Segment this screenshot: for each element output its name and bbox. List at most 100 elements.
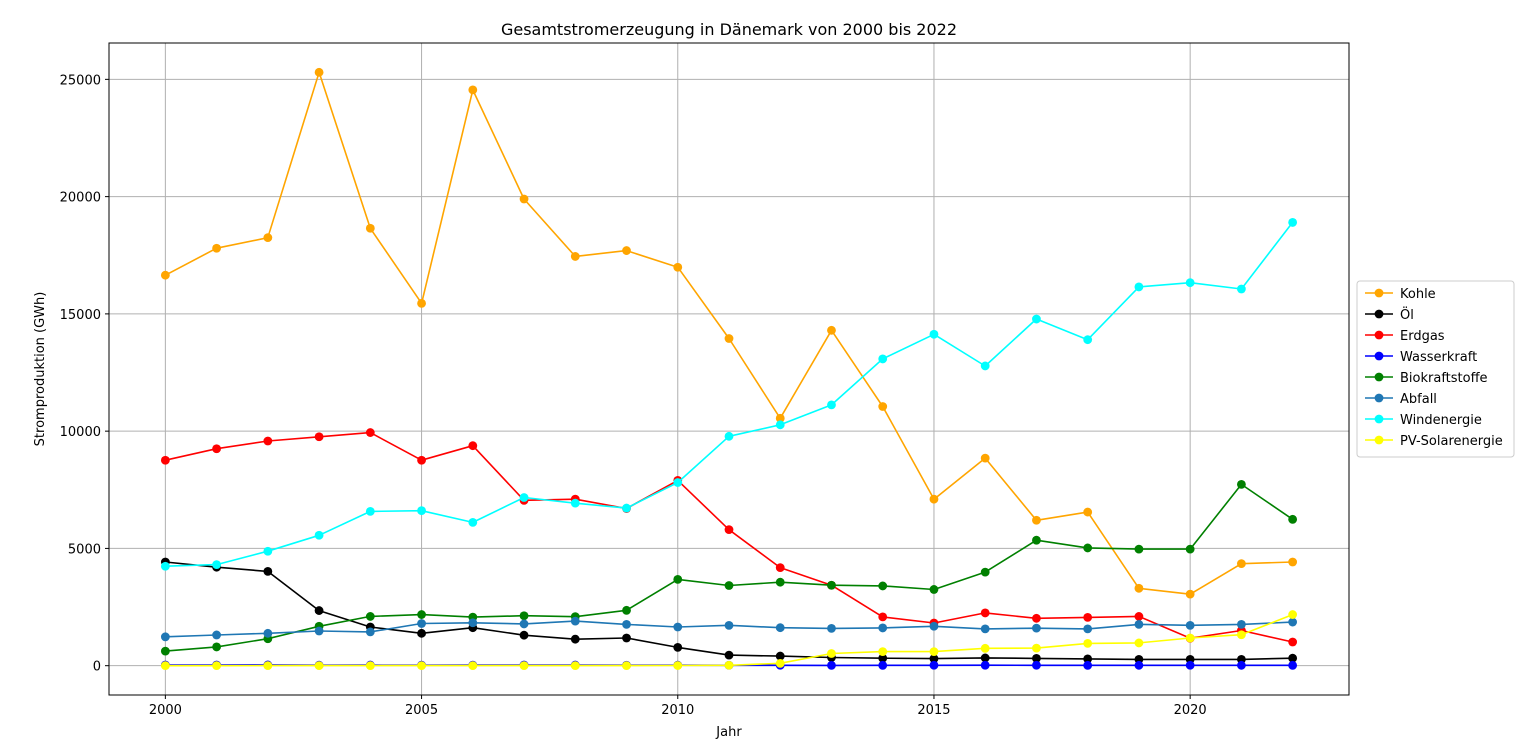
data-point — [673, 642, 683, 652]
data-point — [570, 252, 580, 261]
data-point — [417, 661, 426, 671]
data-point — [724, 650, 734, 660]
data-point — [980, 567, 990, 577]
data-point — [1134, 638, 1144, 648]
data-point — [1134, 282, 1144, 292]
data-point — [1185, 660, 1195, 670]
data-point — [417, 610, 426, 619]
series-windenergie — [160, 218, 1298, 571]
data-point — [1032, 535, 1041, 545]
data-point — [724, 620, 734, 630]
data-point — [365, 428, 375, 437]
data-point — [980, 643, 990, 653]
data-point — [263, 567, 273, 576]
data-point — [365, 612, 375, 621]
data-point — [417, 298, 426, 308]
y-tick-label: 20000 — [60, 191, 101, 206]
data-point — [1236, 559, 1246, 569]
data-point — [314, 626, 324, 636]
data-point — [1083, 639, 1093, 648]
data-point — [878, 660, 888, 670]
data-point — [1083, 624, 1093, 634]
data-point — [878, 402, 888, 411]
data-point — [314, 530, 324, 540]
data-point — [929, 654, 939, 664]
data-point — [1134, 544, 1144, 554]
legend-box — [1356, 280, 1515, 458]
data-point — [570, 616, 580, 626]
legend-item: Windenergie — [1365, 413, 1482, 428]
y-tick-label: 10000 — [60, 425, 101, 440]
data-point — [212, 243, 222, 253]
chart-title: Gesamtstromerzeugung in Dänemark von 200… — [501, 20, 957, 39]
legend-label: Wasserkraft — [1400, 350, 1477, 365]
legend-swatch-marker — [1374, 288, 1384, 298]
data-point — [775, 563, 785, 573]
data-point — [980, 653, 990, 663]
series-line — [165, 221, 1294, 567]
data-point — [1288, 557, 1298, 567]
data-point — [929, 660, 939, 670]
data-point — [775, 413, 785, 423]
data-point — [622, 246, 631, 255]
data-point — [1288, 514, 1298, 524]
data-point — [365, 223, 375, 233]
y-tick-label: 25000 — [60, 73, 101, 88]
series-erdgas — [160, 428, 1298, 647]
data-point — [1032, 515, 1041, 525]
data-point — [673, 262, 683, 272]
axis-ticks: 2000 2005 2010 2015 2020 0 5000 10000 15000 20000… — [60, 73, 1207, 718]
data-point — [1032, 314, 1041, 324]
data-point — [160, 632, 170, 642]
data-point — [1083, 335, 1093, 345]
legend-swatch-marker — [1374, 351, 1384, 361]
data-point — [1032, 623, 1041, 633]
data-point — [622, 661, 631, 671]
data-point — [365, 661, 375, 671]
data-point — [724, 334, 734, 343]
data-point — [673, 478, 683, 487]
data-point — [417, 455, 426, 465]
data-point — [417, 619, 426, 628]
data-point — [212, 630, 222, 640]
data-point — [468, 517, 478, 527]
legend-item: Erdgas — [1365, 329, 1445, 344]
data-point — [1134, 620, 1144, 629]
data-point — [570, 661, 580, 671]
legend-item: Wasserkraft — [1365, 350, 1477, 365]
data-point — [775, 658, 785, 668]
data-point — [570, 498, 580, 508]
data-point — [1134, 660, 1144, 670]
data-point — [263, 628, 273, 638]
legend-swatch-marker — [1374, 372, 1384, 382]
data-point — [673, 574, 683, 584]
data-point — [468, 85, 478, 95]
data-point — [622, 503, 631, 513]
data-point — [929, 647, 939, 657]
data-point — [519, 611, 529, 621]
data-point — [878, 354, 888, 364]
data-point — [1134, 612, 1144, 621]
data-point — [724, 431, 734, 441]
data-point — [622, 620, 631, 629]
data-point — [468, 441, 478, 451]
data-point — [929, 585, 939, 594]
y-tick-label: 0 — [93, 660, 101, 675]
data-point — [417, 628, 426, 638]
y-axis-label: Stromproduktion (GWh) — [33, 292, 48, 447]
data-point — [827, 649, 836, 658]
data-point — [314, 432, 324, 442]
data-point — [724, 660, 734, 670]
series-line — [165, 71, 1293, 596]
data-point — [775, 420, 785, 430]
x-tick-label: 2010 — [661, 703, 694, 718]
x-tick-label: 2000 — [149, 703, 182, 718]
data-point — [724, 525, 734, 535]
data-point — [1032, 643, 1041, 653]
x-tick-label: 2020 — [1174, 703, 1207, 718]
data-point — [1236, 620, 1246, 629]
legend-swatch-marker — [1374, 330, 1384, 340]
legend-label: Kohle — [1400, 287, 1436, 302]
data-point — [673, 661, 683, 670]
data-point — [980, 361, 990, 371]
